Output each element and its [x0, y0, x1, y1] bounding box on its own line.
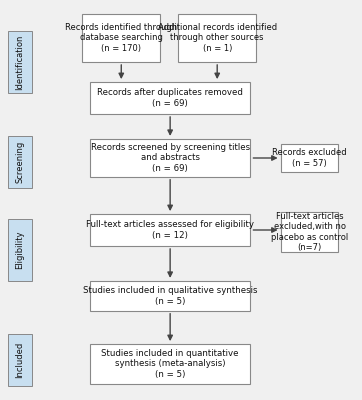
- FancyBboxPatch shape: [90, 139, 250, 177]
- FancyBboxPatch shape: [83, 14, 160, 62]
- Text: Studies included in quantitative
synthesis (meta-analysis)
(n = 5): Studies included in quantitative synthes…: [101, 349, 239, 379]
- Text: Full-text articles assessed for eligibility
(n = 12): Full-text articles assessed for eligibil…: [86, 220, 254, 240]
- Text: Full-text articles
excluded,with no
placebo as control
(n=7): Full-text articles excluded,with no plac…: [271, 212, 348, 252]
- Text: Identification: Identification: [16, 34, 24, 90]
- FancyBboxPatch shape: [8, 334, 32, 386]
- Text: Records after duplicates removed
(n = 69): Records after duplicates removed (n = 69…: [97, 88, 243, 108]
- Text: Records identified through
database searching
(n = 170): Records identified through database sear…: [65, 23, 177, 53]
- FancyBboxPatch shape: [90, 281, 250, 311]
- Text: Additional records identified
through other sources
(n = 1): Additional records identified through ot…: [157, 23, 277, 53]
- FancyBboxPatch shape: [8, 31, 32, 93]
- Text: Included: Included: [16, 342, 24, 378]
- FancyBboxPatch shape: [90, 344, 250, 384]
- FancyBboxPatch shape: [178, 14, 256, 62]
- Text: Eligibility: Eligibility: [16, 231, 24, 269]
- Text: Screening: Screening: [16, 141, 24, 183]
- FancyBboxPatch shape: [8, 136, 32, 188]
- FancyBboxPatch shape: [282, 212, 337, 252]
- FancyBboxPatch shape: [90, 82, 250, 114]
- FancyBboxPatch shape: [8, 219, 32, 281]
- Text: Records screened by screening titles
and abstracts
(n = 69): Records screened by screening titles and…: [90, 143, 250, 173]
- FancyBboxPatch shape: [282, 144, 337, 172]
- FancyBboxPatch shape: [90, 214, 250, 246]
- Text: Records excluded
(n = 57): Records excluded (n = 57): [272, 148, 347, 168]
- Text: Studies included in qualitative synthesis
(n = 5): Studies included in qualitative synthesi…: [83, 286, 257, 306]
